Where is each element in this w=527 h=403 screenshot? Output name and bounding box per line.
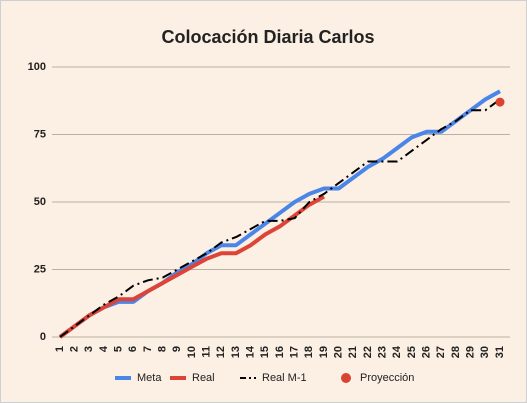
x-tick-label: 27 (435, 346, 447, 358)
series-line (58, 194, 325, 339)
x-tick-label: 31 (494, 346, 506, 358)
chart-title: Colocación Diaria Carlos (161, 27, 374, 47)
x-tick-label: 5 (113, 346, 125, 352)
x-tick-label: 30 (479, 346, 491, 358)
x-tick-label: 2 (69, 346, 81, 352)
x-tick-label: 11 (201, 346, 213, 358)
y-tick-label: 50 (34, 196, 46, 208)
x-tick-label: 1 (54, 346, 66, 352)
x-tick-label: 26 (421, 346, 433, 358)
y-tick-label: 75 (34, 128, 46, 140)
y-tick-label: 100 (28, 61, 46, 73)
legend-label: Proyección (360, 372, 414, 384)
point (495, 97, 505, 107)
x-tick-label: 23 (377, 346, 389, 358)
x-tick-label: 17 (289, 346, 301, 358)
x-tick-label: 3 (83, 346, 95, 352)
x-tick-label: 7 (142, 346, 154, 352)
x-tick-label: 8 (157, 346, 169, 352)
x-tick-label: 4 (98, 345, 110, 352)
x-tick-label: 24 (391, 345, 403, 358)
y-tick-label: 25 (34, 263, 46, 275)
x-tick-label: 13 (230, 346, 242, 358)
x-tick-label: 20 (333, 346, 345, 358)
x-tick-label: 16 (274, 346, 286, 358)
x-tick-label: 28 (450, 346, 462, 358)
legend-label: Real (192, 372, 215, 384)
legend-label: Real M-1 (262, 372, 307, 384)
x-tick-label: 15 (259, 346, 271, 358)
x-tick-label: 9 (171, 346, 183, 352)
x-tick-label: 25 (406, 346, 418, 358)
x-tick-label: 10 (186, 346, 198, 358)
x-tick-label: 21 (347, 346, 359, 358)
legend-label: Meta (137, 372, 162, 384)
x-tick-label: 12 (215, 346, 227, 358)
x-tick-label: 29 (465, 346, 477, 358)
series-line (59, 98, 501, 338)
x-tick-label: 6 (127, 346, 139, 352)
series-line (58, 89, 501, 339)
x-tick-label: 22 (362, 346, 374, 358)
y-tick-label: 0 (40, 331, 46, 343)
legend-marker (341, 373, 351, 383)
x-tick-label: 19 (318, 346, 330, 358)
x-tick-label: 14 (245, 345, 257, 358)
x-tick-label: 18 (303, 346, 315, 358)
